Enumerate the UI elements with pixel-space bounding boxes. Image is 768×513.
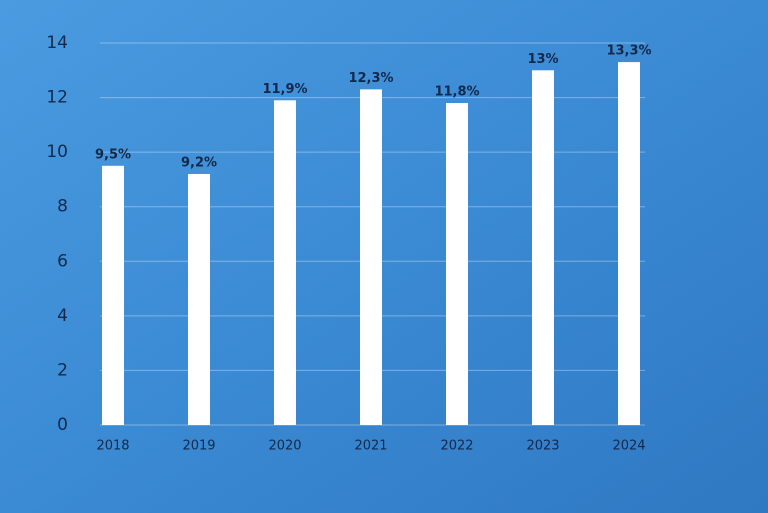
plot-area: 0 2 4 6 8 10 12 14 2018 9,5% 2019 9,2% 2020 11,9% 2021… [46, 33, 651, 454]
x-tick-label: 2024 [612, 439, 645, 454]
bar [618, 62, 640, 425]
value-label: 12,3% [348, 71, 393, 86]
bar [102, 165, 124, 426]
y-tick-label: 2 [57, 360, 68, 380]
y-tick-label: 10 [46, 142, 68, 162]
value-label: 11,8% [434, 85, 479, 100]
y-tick-label: 6 [57, 251, 68, 271]
y-tick-label: 4 [57, 306, 68, 326]
y-tick-label: 14 [46, 33, 68, 53]
bar [360, 89, 382, 425]
bar [274, 100, 296, 426]
value-label: 9,2% [181, 155, 217, 170]
y-tick-label: 0 [57, 415, 68, 435]
x-tick-label: 2019 [182, 439, 215, 454]
x-tick-label: 2023 [526, 439, 559, 454]
bar [188, 173, 210, 425]
y-tick-label: 8 [57, 197, 68, 217]
value-label: 13,3% [606, 44, 651, 59]
x-tick-label: 2021 [354, 439, 387, 454]
x-tick-label: 2020 [268, 439, 301, 454]
bar [446, 103, 468, 426]
x-tick-label: 2018 [96, 439, 129, 454]
value-label: 13% [527, 52, 558, 67]
value-label: 11,9% [262, 82, 307, 97]
value-label: 9,5% [95, 147, 131, 162]
x-tick-label: 2022 [440, 439, 473, 454]
bar [532, 70, 554, 426]
y-tick-label: 12 [46, 88, 68, 108]
